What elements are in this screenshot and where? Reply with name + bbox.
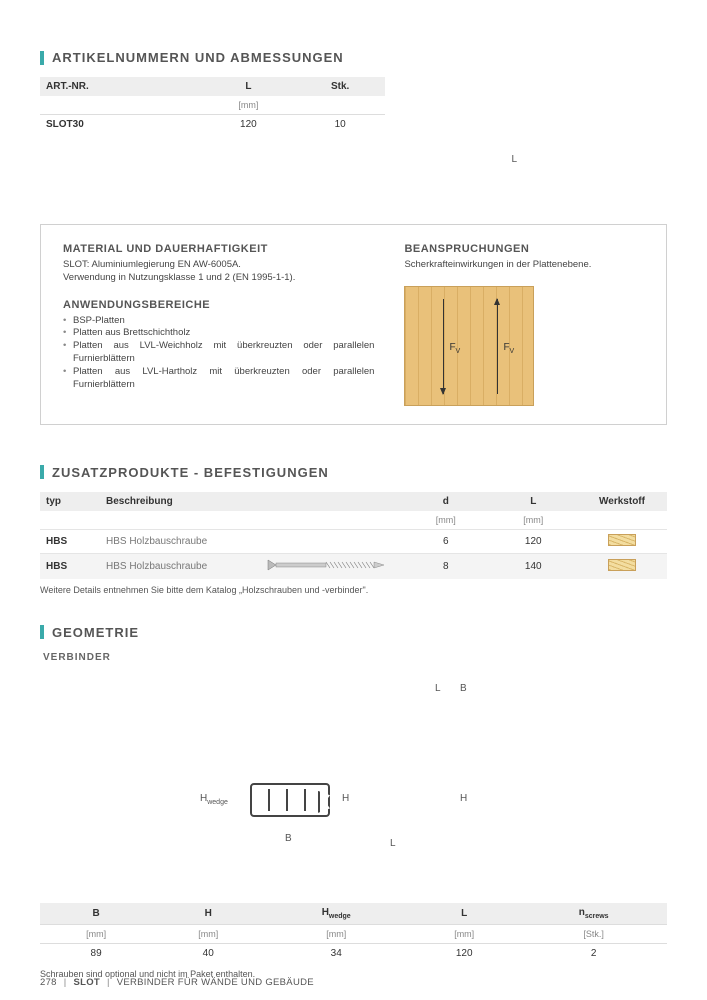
col-artnr: ART.-NR. <box>40 77 201 96</box>
cell-screw <box>260 529 402 553</box>
cell: 89 <box>40 943 152 963</box>
arrow-up-icon <box>497 299 498 394</box>
geo-B2: B <box>285 833 292 844</box>
cell: 34 <box>264 943 408 963</box>
unit: [mm] <box>264 924 408 943</box>
wood-swatch-icon <box>608 559 636 571</box>
page-footer: 278 | SLOT | VERBINDER FÜR WÄNDE UND GEB… <box>40 977 314 988</box>
cell-typ: HBS <box>40 529 100 553</box>
section-title-text: ARTIKELNUMMERN UND ABMESSUNGEN <box>52 50 344 65</box>
load-text: Scherkrafteinwirkungen in der Plattenebe… <box>404 259 644 272</box>
unit-mm: [mm] <box>201 96 295 115</box>
info-box: MATERIAL UND DAUERHAFTIGKEIT SLOT: Alumi… <box>40 224 667 425</box>
fv-label-left: FV <box>449 342 460 355</box>
col-werk: Werkstoff <box>577 492 667 511</box>
col-stk: Stk. <box>295 77 384 96</box>
geo-L2: L <box>390 838 396 849</box>
application-list: BSP-Platten Platten aus Brettschichtholz… <box>63 315 374 392</box>
footnote-zusatz: Weitere Details entnehmen Sie bitte dem … <box>40 585 667 595</box>
table-row: HBS HBS Holzbauschraube 6 120 <box>40 529 667 553</box>
col-typ: typ <box>40 492 100 511</box>
cell-L: 120 <box>490 529 578 553</box>
cell-artnr: SLOT30 <box>40 115 201 135</box>
screw-icon <box>266 558 396 572</box>
list-item: Platten aus Brettschichtholz <box>63 327 374 340</box>
geo-B: B <box>460 683 467 694</box>
unit-blank <box>40 96 201 115</box>
col-H: H <box>152 903 264 925</box>
geo-Hwedge: Hwedge <box>200 793 228 806</box>
footer-category: VERBINDER FÜR WÄNDE UND GEBÄUDE <box>117 977 314 988</box>
cell: 120 <box>408 943 520 963</box>
cell-desc: HBS Holzbauschraube <box>100 529 260 553</box>
cell-L: 140 <box>490 553 578 579</box>
fv-label-right: FV <box>503 342 514 355</box>
list-item: BSP-Platten <box>63 315 374 328</box>
cell-d: 8 <box>402 553 490 579</box>
col-nscrews: nscrews <box>520 903 667 925</box>
col-L2: L <box>490 492 578 511</box>
cell-typ: HBS <box>40 553 100 579</box>
cell: 40 <box>152 943 264 963</box>
section-title-text: ZUSATZPRODUKTE - BEFESTIGUNGEN <box>52 465 329 480</box>
footer-product: SLOT <box>73 977 100 988</box>
section-title-zusatz: ZUSATZPRODUKTE - BEFESTIGUNGEN <box>40 465 667 480</box>
arrow-down-icon <box>443 299 444 394</box>
section-title-geometrie: GEOMETRIE <box>40 625 667 640</box>
cell-desc: HBS Holzbauschraube <box>100 553 260 579</box>
unit-L: [mm] <box>490 511 578 530</box>
unit: [mm] <box>408 924 520 943</box>
col-d: d <box>402 492 490 511</box>
col-L: L <box>201 77 295 96</box>
unit-blank2 <box>295 96 384 115</box>
table-row: HBS HBS Holzbauschraube <box>40 553 667 579</box>
page-number: 278 <box>40 977 57 988</box>
floating-L: L <box>511 154 517 165</box>
wood-diagram: FV FV <box>404 286 534 406</box>
table-row: SLOT30 120 10 <box>40 115 385 135</box>
wood-swatch-icon <box>608 534 636 546</box>
table-geometrie: B H Hwedge L nscrews [mm] [mm] [mm] [mm]… <box>40 903 667 963</box>
col-L3: L <box>408 903 520 925</box>
section-title-artikelnummern: ARTIKELNUMMERN UND ABMESSUNGEN <box>40 50 667 65</box>
col-desc: Beschreibung <box>100 492 260 511</box>
material-text: SLOT: Aluminiumlegierung EN AW-6005A. Ve… <box>63 259 374 285</box>
table-row: 89 40 34 120 2 <box>40 943 667 963</box>
cell-d: 6 <box>402 529 490 553</box>
unit: [mm] <box>40 924 152 943</box>
cell-werk <box>577 529 667 553</box>
unit-d: [mm] <box>402 511 490 530</box>
cell-werk <box>577 553 667 579</box>
load-title: BEANSPRUCHUNGEN <box>404 243 644 255</box>
cell-L: 120 <box>201 115 295 135</box>
geo-H1: H <box>460 793 467 804</box>
material-title: MATERIAL UND DAUERHAFTIGKEIT <box>63 243 374 255</box>
col-B: B <box>40 903 152 925</box>
connector-icon <box>250 783 330 817</box>
list-item: Platten aus LVL-Weichholz mit überkreuzt… <box>63 340 374 366</box>
geo-H2: H <box>342 793 349 804</box>
sep-icon: | <box>107 977 110 988</box>
table-artikelnummern: ART.-NR. L Stk. [mm] SLOT30 120 10 <box>40 77 385 134</box>
subtitle-verbinder: VERBINDER <box>43 652 667 663</box>
col-img <box>260 492 402 511</box>
unit: [Stk.] <box>520 924 667 943</box>
table-zusatz: typ Beschreibung d L Werkstoff [mm] [mm]… <box>40 492 667 579</box>
geo-L1: L <box>435 683 441 694</box>
cell: 2 <box>520 943 667 963</box>
col-Hwedge: Hwedge <box>264 903 408 925</box>
application-title: ANWENDUNGSBEREICHE <box>63 299 374 311</box>
section-title-text: GEOMETRIE <box>52 625 139 640</box>
info-left: MATERIAL UND DAUERHAFTIGKEIT SLOT: Alumi… <box>63 243 374 406</box>
cell-stk: 10 <box>295 115 384 135</box>
list-item: Platten aus LVL-Hartholz mit überkreuzte… <box>63 366 374 392</box>
sep-icon: | <box>64 977 67 988</box>
cell-screw <box>260 553 402 579</box>
geometry-diagram: B L H L Hwedge H B <box>40 683 667 883</box>
info-right: BEANSPRUCHUNGEN Scherkrafteinwirkungen i… <box>404 243 644 406</box>
unit: [mm] <box>152 924 264 943</box>
